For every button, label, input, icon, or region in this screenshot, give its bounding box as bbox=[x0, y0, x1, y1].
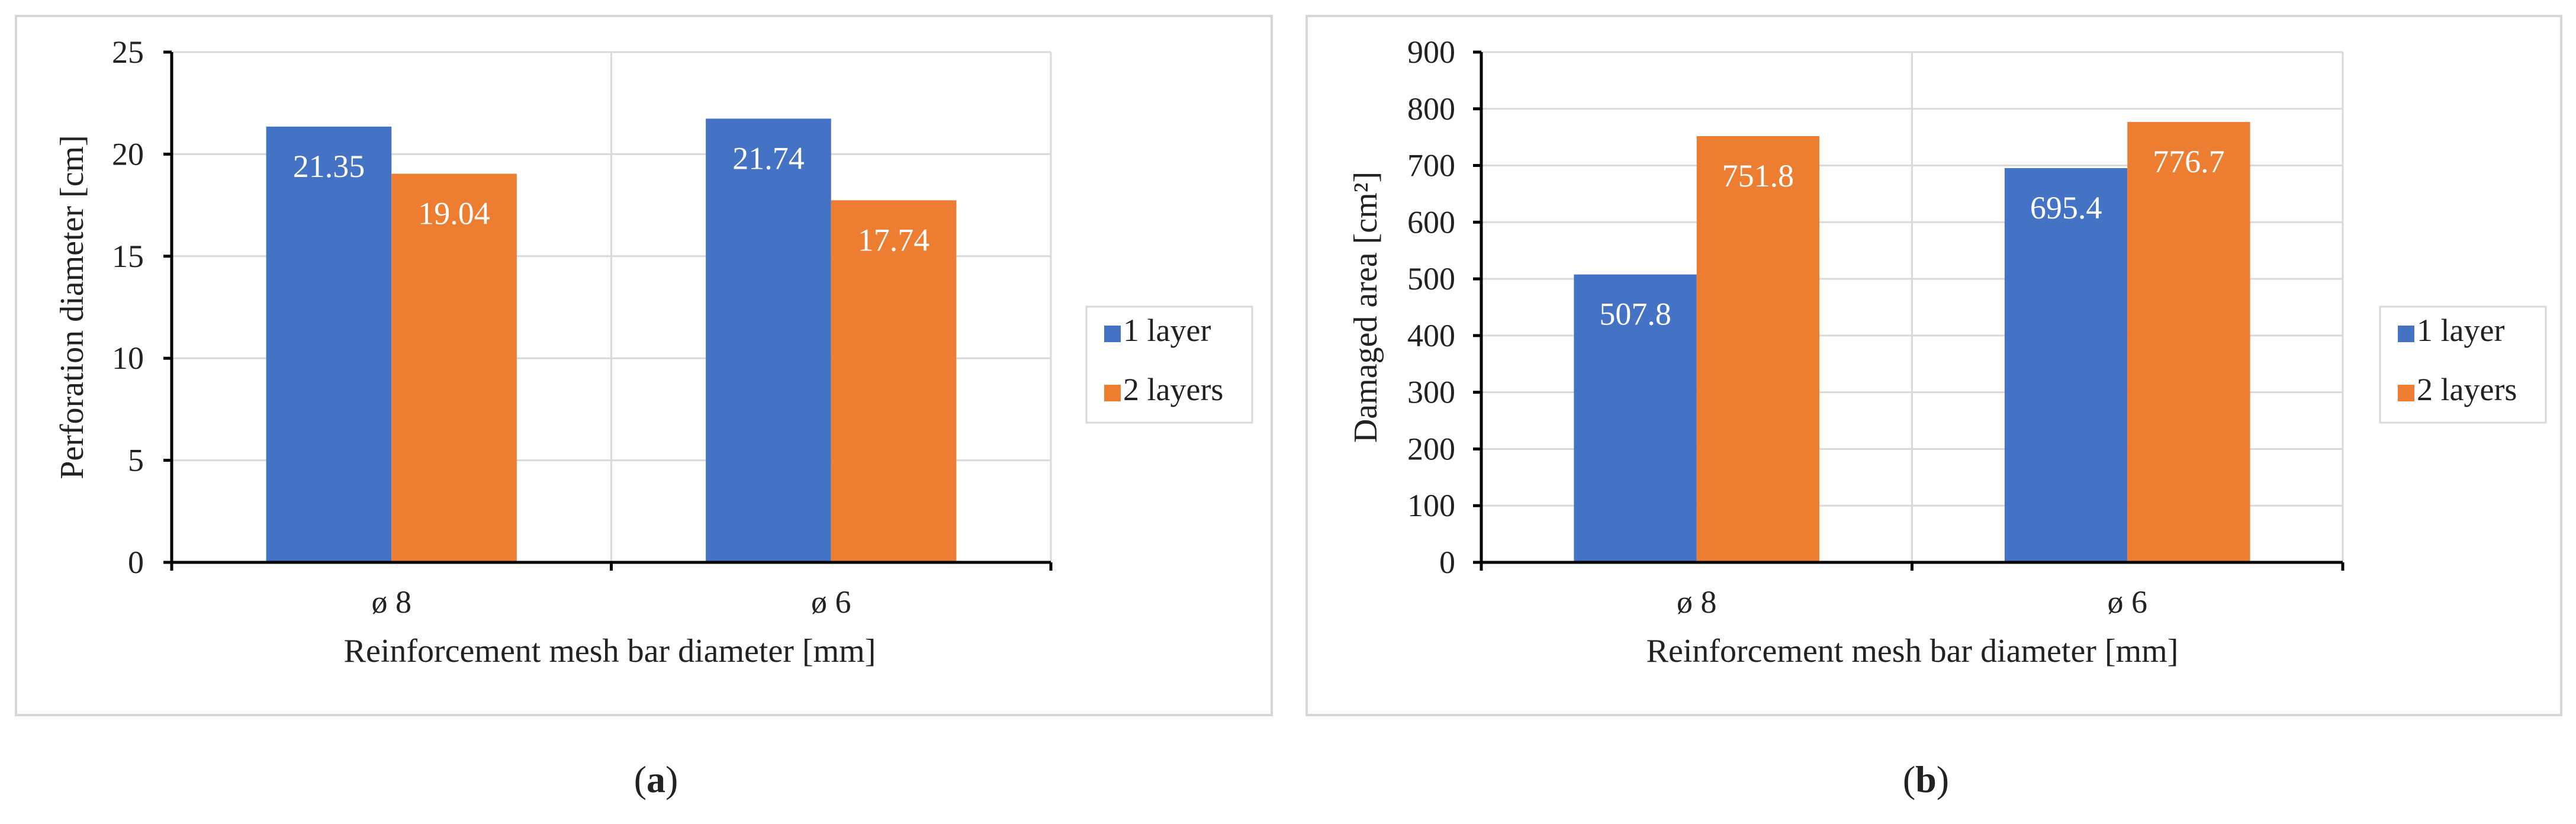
chart-b-y-tick-label: 100 bbox=[1407, 488, 1455, 523]
chart-b-y-tick-label: 300 bbox=[1407, 375, 1455, 410]
chart-a-data-label: 19.04 bbox=[418, 196, 490, 231]
chart-b-data-label: 695.4 bbox=[2030, 190, 2102, 226]
chart-b-x-tick-label: ø 6 bbox=[2108, 584, 2148, 620]
chart-a-legend-label: 1 layer bbox=[1123, 313, 1211, 348]
chart-b-bar-1-1 bbox=[1574, 274, 1697, 562]
chart-a-y-axis-title: Perforation diameter [cm] bbox=[54, 135, 91, 479]
chart-a-y-tick-label: 5 bbox=[128, 443, 144, 478]
chart-a-bar-1-2 bbox=[706, 118, 831, 563]
chart-a-data-label: 17.74 bbox=[858, 222, 930, 258]
caption-a: (a) bbox=[633, 758, 678, 800]
chart-a-y-tick-label: 15 bbox=[112, 239, 144, 274]
chart-b-y-tick-label: 400 bbox=[1407, 318, 1455, 353]
caption-b: (b) bbox=[1902, 758, 1950, 800]
chart-b-y-tick-label: 600 bbox=[1407, 204, 1455, 240]
chart-b-bar-2-2 bbox=[2127, 122, 2250, 562]
chart-a-legend-label: 2 layers bbox=[1123, 372, 1223, 407]
chart-a-x-tick-label: ø 8 bbox=[372, 584, 412, 620]
chart-a-y-tick-label: 10 bbox=[112, 340, 144, 376]
chart-b-x-axis-title: Reinforcement mesh bar diameter [mm] bbox=[1646, 633, 2179, 670]
chart-a-y-tick-label: 20 bbox=[112, 136, 144, 172]
chart-b-legend-label: 2 layers bbox=[2417, 372, 2517, 407]
chart-b-data-label: 776.7 bbox=[2153, 144, 2225, 179]
chart-a-legend-swatch bbox=[1104, 385, 1121, 401]
chart-b-data-label: 507.8 bbox=[1599, 297, 1671, 332]
chart-b-bar-2-1 bbox=[1696, 136, 1820, 562]
chart-a-y-tick-label: 0 bbox=[128, 545, 144, 580]
chart-panel-a bbox=[15, 15, 1273, 716]
chart-b-legend-label: 1 layer bbox=[2417, 313, 2504, 348]
chart-a-bar-2-1 bbox=[391, 173, 517, 562]
chart-b-bar-1-2 bbox=[2004, 168, 2128, 563]
chart-b-x-tick-label: ø 8 bbox=[1677, 584, 1717, 620]
chart-b-y-tick-label: 500 bbox=[1407, 261, 1455, 297]
chart-b-legend-swatch bbox=[2398, 326, 2414, 342]
chart-a-legend-swatch bbox=[1104, 326, 1121, 342]
chart-a-data-label: 21.74 bbox=[732, 140, 805, 176]
chart-a-data-label: 21.35 bbox=[293, 149, 365, 184]
chart-b-y-tick-label: 0 bbox=[1439, 545, 1455, 580]
chart-a-bar-2-2 bbox=[831, 200, 957, 562]
chart-a-x-axis-title: Reinforcement mesh bar diameter [mm] bbox=[344, 633, 876, 670]
chart-b-legend-swatch bbox=[2398, 385, 2414, 401]
chart-b-y-tick-label: 200 bbox=[1407, 431, 1455, 466]
chart-b-y-tick-label: 800 bbox=[1407, 91, 1455, 127]
chart-b-y-tick-label: 900 bbox=[1407, 34, 1455, 70]
chart-a-y-tick-label: 25 bbox=[112, 34, 144, 70]
chart-b-data-label: 751.8 bbox=[1722, 158, 1794, 194]
chart-a-x-tick-label: ø 6 bbox=[811, 584, 851, 620]
chart-a-bar-1-1 bbox=[266, 126, 392, 563]
chart-b-y-tick-label: 700 bbox=[1407, 148, 1455, 184]
chart-panel-b bbox=[1305, 15, 2562, 716]
chart-b-y-axis-title: Damaged area [cm²] bbox=[1348, 172, 1384, 443]
